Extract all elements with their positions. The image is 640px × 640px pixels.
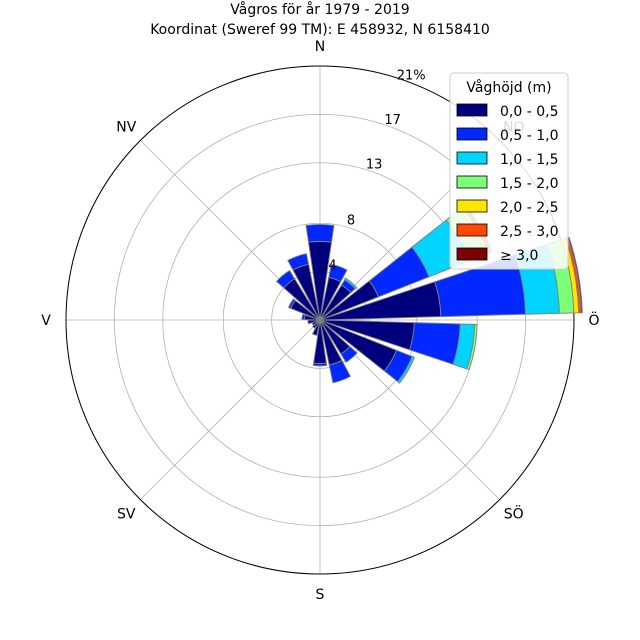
rose-bar-segment [408, 322, 461, 365]
legend-swatch [456, 151, 488, 165]
ring-label: 17 [384, 113, 401, 128]
chart-title: Vågros för år 1979 - 2019 [230, 1, 409, 18]
rose-bar-segment [275, 269, 296, 289]
ring-label: 21% [397, 68, 426, 83]
legend-swatch [456, 223, 488, 237]
rose-bar-segment [466, 323, 478, 371]
legend-label: 2,5 - 3,0 [500, 224, 558, 240]
rose-bar-segment [567, 236, 583, 314]
direction-label: NV [116, 119, 136, 135]
legend-swatch [456, 199, 488, 213]
rose-bar-segment [397, 355, 416, 384]
legend-entries: 0,0 - 0,5 0,5 - 1,0 1,0 - 1,5 1,5 - 2,0 2,0 … [456, 103, 558, 264]
legend-label: 1,0 - 1,5 [500, 152, 558, 168]
ring-label: 4 [328, 258, 336, 273]
legend-swatch [456, 127, 488, 141]
rose-bar-segment [344, 277, 358, 290]
direction-label: Ö [588, 311, 599, 329]
direction-label: SÖ [504, 505, 524, 523]
direction-label: N [315, 39, 325, 55]
legend-swatch [456, 103, 488, 117]
direction-label: V [41, 313, 51, 329]
rose-bar-segment [311, 319, 321, 326]
ring-labels: 4 8 13 17 21% [328, 68, 425, 273]
legend: Våghöjd (m) 0,0 - 0,5 0,5 - 1,0 1,0 - 1,5 1… [449, 72, 569, 270]
rose-bar-segment [312, 362, 328, 367]
rose-bar-segment [328, 263, 348, 283]
direction-label: S [316, 587, 325, 603]
rose-bar-segment [287, 298, 296, 310]
legend-swatch [456, 247, 488, 261]
legend-label: 0,5 - 1,0 [500, 128, 558, 144]
ring-label: 13 [366, 158, 383, 173]
rose-bar-segment [328, 359, 352, 384]
grid-spoke [140, 319, 321, 500]
rose-bar-segment [287, 253, 310, 271]
rose-bar-segment [340, 345, 358, 363]
legend-swatch [456, 175, 488, 189]
direction-label: SV [117, 507, 136, 523]
chart-subtitle: Koordinat (Sweref 99 TM): E 458932, N 61… [150, 22, 490, 38]
rose-bar-segment [312, 319, 321, 329]
rose-bar-segment [305, 223, 335, 243]
rose-bar-segment [307, 319, 321, 325]
legend-title: Våghöjd (m) [466, 79, 551, 96]
ring-label: 8 [347, 214, 355, 229]
outer-frame [65, 65, 575, 575]
legend-label: 0,0 - 0,5 [500, 104, 558, 120]
legend-frame [449, 72, 569, 270]
legend-label: ≥ 3,0 [500, 248, 538, 264]
legend-label: 1,5 - 2,0 [500, 176, 558, 192]
rose-bar-segment [301, 313, 306, 321]
legend-label: 2,0 - 2,5 [500, 200, 558, 216]
